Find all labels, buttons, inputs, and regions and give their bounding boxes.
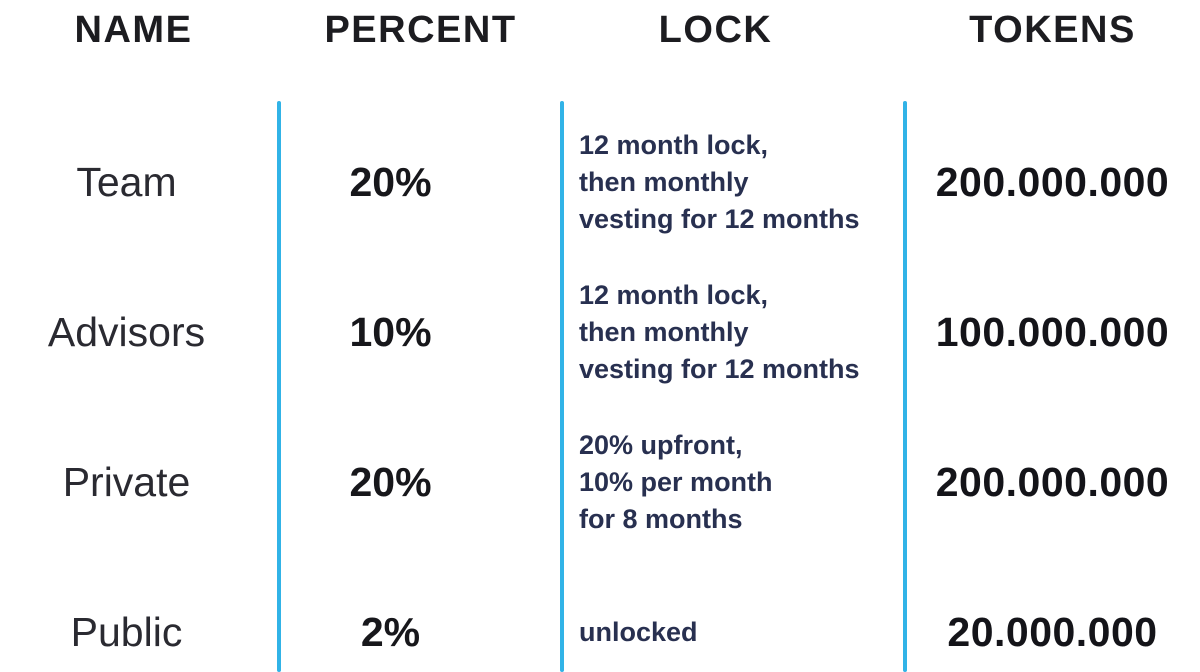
column-header-percent: PERCENT bbox=[324, 9, 517, 51]
name-cell: Team bbox=[76, 158, 177, 205]
lock-line: unlocked bbox=[579, 616, 698, 647]
table-header-row: NAME PERCENT LOCK TOKENS bbox=[0, 0, 1200, 107]
column-header-name: NAME bbox=[74, 9, 193, 51]
lock-line: 20% upfront, bbox=[579, 429, 743, 460]
lock-line: 10% per month bbox=[579, 466, 773, 497]
tokens-cell: 200.000.000 bbox=[935, 158, 1170, 205]
table-body: Team 20% 12 month lock, then monthly ves… bbox=[0, 107, 1200, 672]
column-divider bbox=[903, 101, 907, 672]
lock-cell: unlocked bbox=[562, 557, 905, 672]
column-header-tokens: TOKENS bbox=[969, 9, 1136, 51]
lock-line: 12 month lock, bbox=[579, 129, 769, 160]
percent-cell: 10% bbox=[349, 308, 432, 355]
name-cell: Advisors bbox=[47, 308, 206, 355]
percent-cell: 20% bbox=[349, 458, 432, 505]
percent-cell: 20% bbox=[349, 158, 432, 205]
lock-line: 12 month lock, bbox=[579, 279, 769, 310]
lock-cell: 20% upfront, 10% per month for 8 months bbox=[562, 407, 905, 557]
lock-line: then monthly bbox=[579, 316, 749, 347]
lock-cell: 12 month lock, then monthly vesting for … bbox=[562, 107, 905, 257]
lock-text: 12 month lock, then monthly vesting for … bbox=[579, 277, 860, 388]
tokens-cell: 20.000.000 bbox=[947, 608, 1158, 655]
name-cell: Public bbox=[70, 608, 183, 655]
lock-cell: 12 month lock, then monthly vesting for … bbox=[562, 257, 905, 407]
column-header-lock: LOCK bbox=[658, 9, 773, 51]
tokens-cell: 200.000.000 bbox=[935, 458, 1170, 505]
lock-line: vesting for 12 months bbox=[579, 203, 860, 234]
column-divider bbox=[277, 101, 281, 672]
column-divider bbox=[560, 101, 564, 672]
lock-text: 12 month lock, then monthly vesting for … bbox=[579, 127, 860, 238]
lock-line: for 8 months bbox=[579, 503, 743, 534]
lock-text: unlocked bbox=[579, 614, 698, 651]
percent-cell: 2% bbox=[360, 608, 421, 655]
lock-line: then monthly bbox=[579, 166, 749, 197]
lock-line: vesting for 12 months bbox=[579, 353, 860, 384]
tokens-cell: 100.000.000 bbox=[935, 308, 1170, 355]
name-cell: Private bbox=[62, 458, 191, 505]
lock-text: 20% upfront, 10% per month for 8 months bbox=[579, 427, 773, 538]
